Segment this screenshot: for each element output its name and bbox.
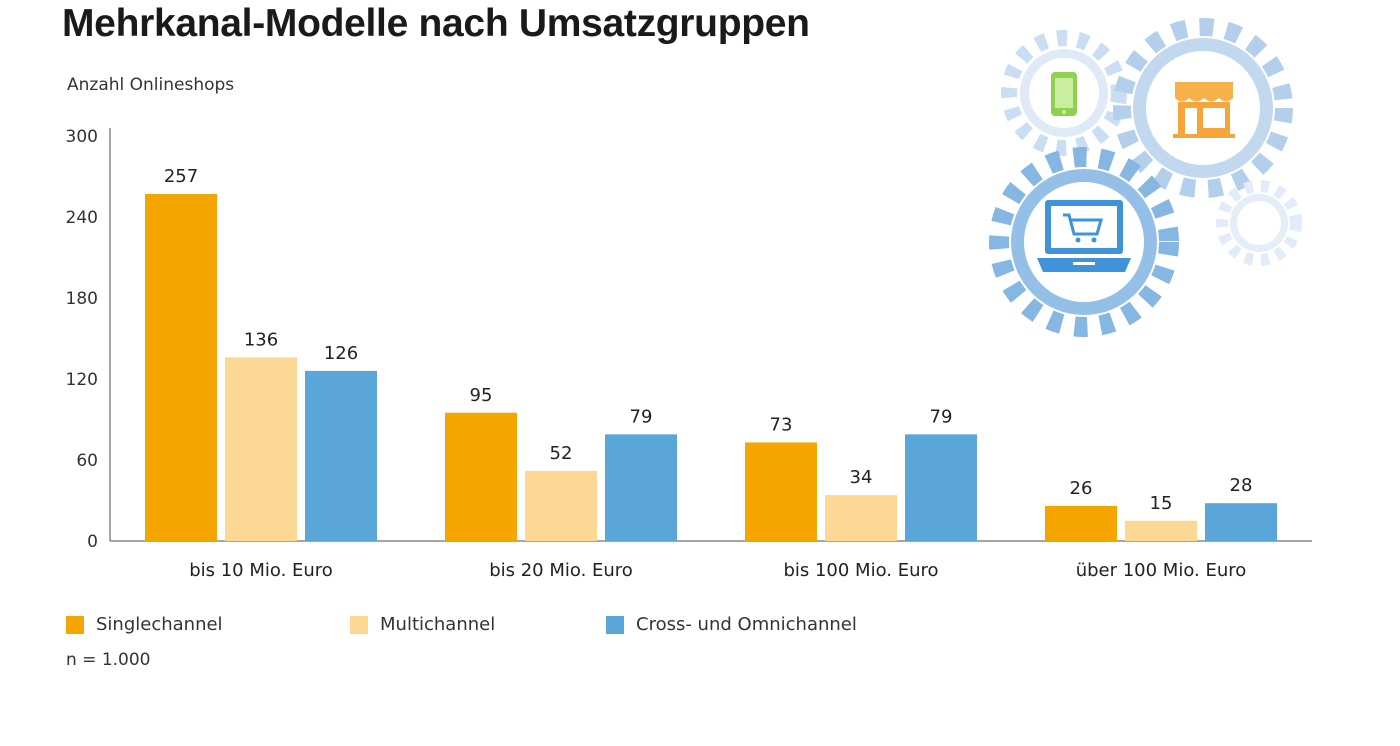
bar-value-label: 52 [550, 443, 573, 464]
y-tick-label: 240 [66, 208, 98, 228]
gear-icon [1216, 180, 1302, 266]
bar [525, 470, 597, 541]
bar-value-label: 79 [930, 406, 953, 427]
bar [1205, 503, 1277, 541]
bar [605, 434, 677, 541]
y-tick-label: 0 [87, 532, 98, 552]
x-category-label: bis 10 Mio. Euro [189, 560, 333, 581]
y-tick-label: 60 [76, 451, 98, 471]
legend-swatch-singlechannel [66, 615, 84, 634]
smartphone-icon [1051, 72, 1077, 116]
legend-label-multichannel: Multichannel [380, 614, 496, 635]
legend-swatch-omnichannel [606, 615, 624, 634]
legend: Singlechannel Multichannel Cross- und Om… [0, 614, 1000, 638]
bar [825, 495, 897, 541]
bar-value-label: 28 [1230, 475, 1253, 496]
bar-value-label: 34 [850, 467, 873, 488]
bar [1125, 520, 1197, 541]
bar-value-label: 73 [770, 414, 793, 435]
legend-label-omnichannel: Cross- und Omnichannel [636, 614, 857, 635]
bar-value-label: 136 [244, 329, 278, 350]
bar-value-label: 79 [630, 406, 653, 427]
x-category-label: über 100 Mio. Euro [1076, 560, 1247, 581]
gears-illustration [989, 18, 1302, 337]
x-category-label: bis 20 Mio. Euro [489, 560, 633, 581]
legend-item-omnichannel: Cross- und Omnichannel [606, 614, 857, 635]
bar [745, 442, 817, 541]
legend-item-singlechannel: Singlechannel [66, 614, 223, 635]
y-tick-label: 180 [66, 289, 98, 309]
bar-value-label: 95 [470, 385, 493, 406]
y-tick-label: 300 [66, 127, 98, 147]
legend-label-singlechannel: Singlechannel [96, 614, 223, 635]
bar-value-label: 257 [164, 166, 198, 187]
y-tick-label: 120 [66, 370, 98, 390]
sample-size-note: n = 1.000 [66, 650, 151, 670]
storefront-icon [1173, 82, 1235, 138]
bar [225, 357, 297, 541]
bar [305, 370, 377, 541]
bar [905, 434, 977, 541]
laptop-cart-icon [1037, 200, 1131, 272]
bar [1045, 505, 1117, 541]
bar-value-label: 126 [324, 343, 358, 364]
legend-swatch-multichannel [350, 615, 368, 634]
bar [445, 412, 517, 541]
legend-item-multichannel: Multichannel [350, 614, 495, 635]
x-category-label: bis 100 Mio. Euro [783, 560, 938, 581]
y-axis-label: Anzahl Onlineshops [67, 75, 235, 95]
page-title: Mehrkanal-Modelle nach Umsatzgruppen [62, 2, 810, 45]
bar-value-label: 26 [1070, 478, 1093, 499]
bar-value-label: 15 [1150, 493, 1173, 514]
bar [145, 194, 217, 542]
